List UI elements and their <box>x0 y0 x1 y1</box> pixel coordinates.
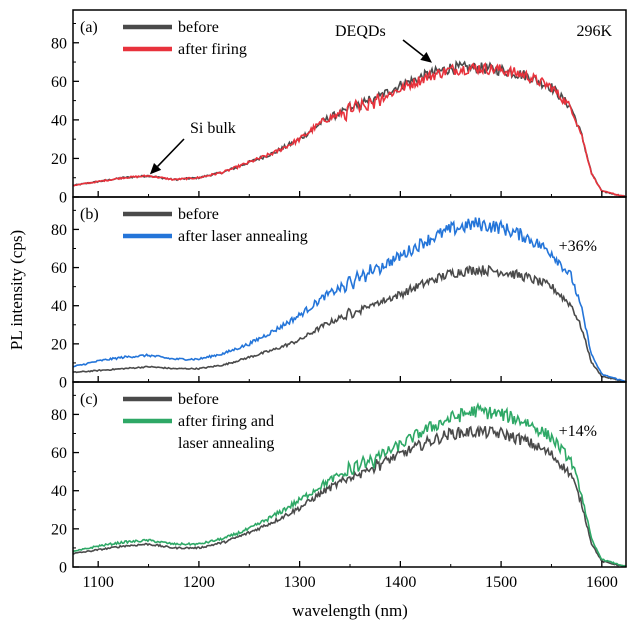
y-tick-label: 60 <box>51 445 67 462</box>
annotation-arrowhead <box>420 52 432 63</box>
y-tick-label: 40 <box>51 483 67 500</box>
corner-label: +36% <box>559 238 597 255</box>
panel-c: 0 20 40 60 80 1100 1200 1300 1400 1500 1600 (c) befo… <box>51 381 627 591</box>
x-tick-label: 1500 <box>485 574 517 591</box>
x-tick-label: 1100 <box>82 574 113 591</box>
annotation-arrow <box>402 39 424 57</box>
legend-label: after firing and <box>178 413 274 430</box>
legend-label: before <box>178 206 219 223</box>
corner-label: 296K <box>576 23 612 40</box>
legend-label: before <box>178 391 219 408</box>
legend-label: after laser annealing <box>178 228 308 245</box>
panel-label: (c) <box>80 391 98 408</box>
y-tick-label: 80 <box>51 407 67 424</box>
y-tick-label: 20 <box>51 151 67 168</box>
x-tick-label: 1300 <box>284 574 316 591</box>
x-tick-label: 1400 <box>384 574 416 591</box>
panel-label: (a) <box>80 19 98 36</box>
y-tick-label: 0 <box>59 190 67 207</box>
x-axis-title: wavelength (nm) <box>292 601 408 620</box>
y-tick-label: 40 <box>51 112 67 129</box>
plot-frame <box>72 196 627 383</box>
annotation-label: Si bulk <box>190 120 236 137</box>
annotation-label: DEQDs <box>335 23 386 40</box>
legend-label: laser annealing <box>178 435 274 452</box>
legend-label: before <box>178 19 219 36</box>
legend-label: after firing <box>178 41 247 58</box>
x-tick-label: 1200 <box>183 574 215 591</box>
y-tick-label: 80 <box>51 222 67 239</box>
y-tick-label: 60 <box>51 74 67 91</box>
y-tick-label: 20 <box>51 521 67 538</box>
series-line-before <box>73 424 627 567</box>
series-line-after <box>73 62 627 197</box>
series-line-after <box>73 217 627 382</box>
y-axis-title: PL intensity (cps) <box>7 230 26 350</box>
plot-frame <box>72 381 627 568</box>
y-tick-label: 60 <box>51 260 67 277</box>
corner-label: +14% <box>559 423 597 440</box>
y-tick-label: 80 <box>51 35 67 52</box>
x-tick-label: 1600 <box>586 574 618 591</box>
annotation-arrowhead <box>149 163 162 175</box>
panel-b: 0 20 40 60 80 (b) before after laser annealing +… <box>51 196 627 392</box>
panel-a: 0 20 40 60 80 (a) before after firing 296K Si bul… <box>51 9 627 207</box>
annotation-arrow <box>156 138 185 167</box>
series-line-after <box>73 402 627 567</box>
panel-label: (b) <box>80 206 99 223</box>
y-tick-label: 40 <box>51 298 67 315</box>
y-tick-label: 0 <box>59 560 67 577</box>
y-tick-label: 20 <box>51 336 67 353</box>
y-tick-label: 0 <box>59 375 67 392</box>
series-line-before <box>73 264 627 382</box>
